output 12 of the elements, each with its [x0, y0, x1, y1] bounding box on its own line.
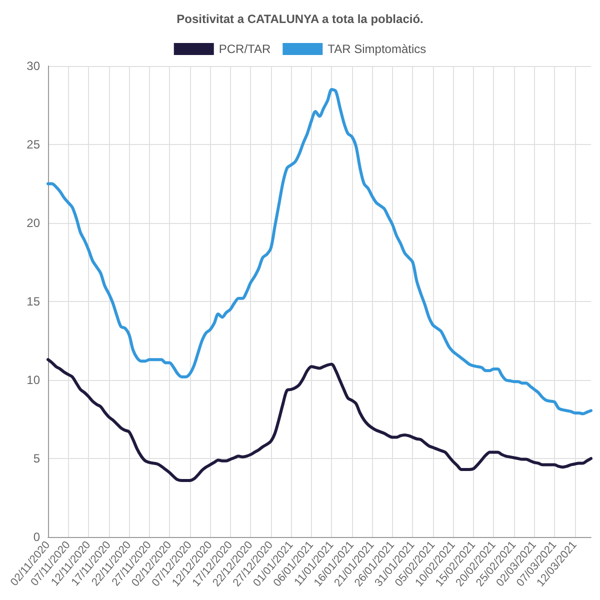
line-series — [46, 88, 592, 416]
y-tick-label: 20 — [26, 216, 40, 230]
chart-title: Positivitat a CATALUNYA a tota la població. — [176, 12, 424, 26]
line-series — [46, 358, 592, 482]
legend-label: TAR Simptomàtics — [328, 42, 426, 56]
y-tick-label: 30 — [26, 59, 40, 73]
y-tick-label: 15 — [26, 294, 40, 308]
y-tick-label: 5 — [33, 452, 40, 466]
y-tick-label: 25 — [26, 138, 40, 152]
y-tick-label: 0 — [33, 530, 40, 544]
y-tick-label: 10 — [26, 373, 40, 387]
legend-label: PCR/TAR — [218, 42, 271, 56]
